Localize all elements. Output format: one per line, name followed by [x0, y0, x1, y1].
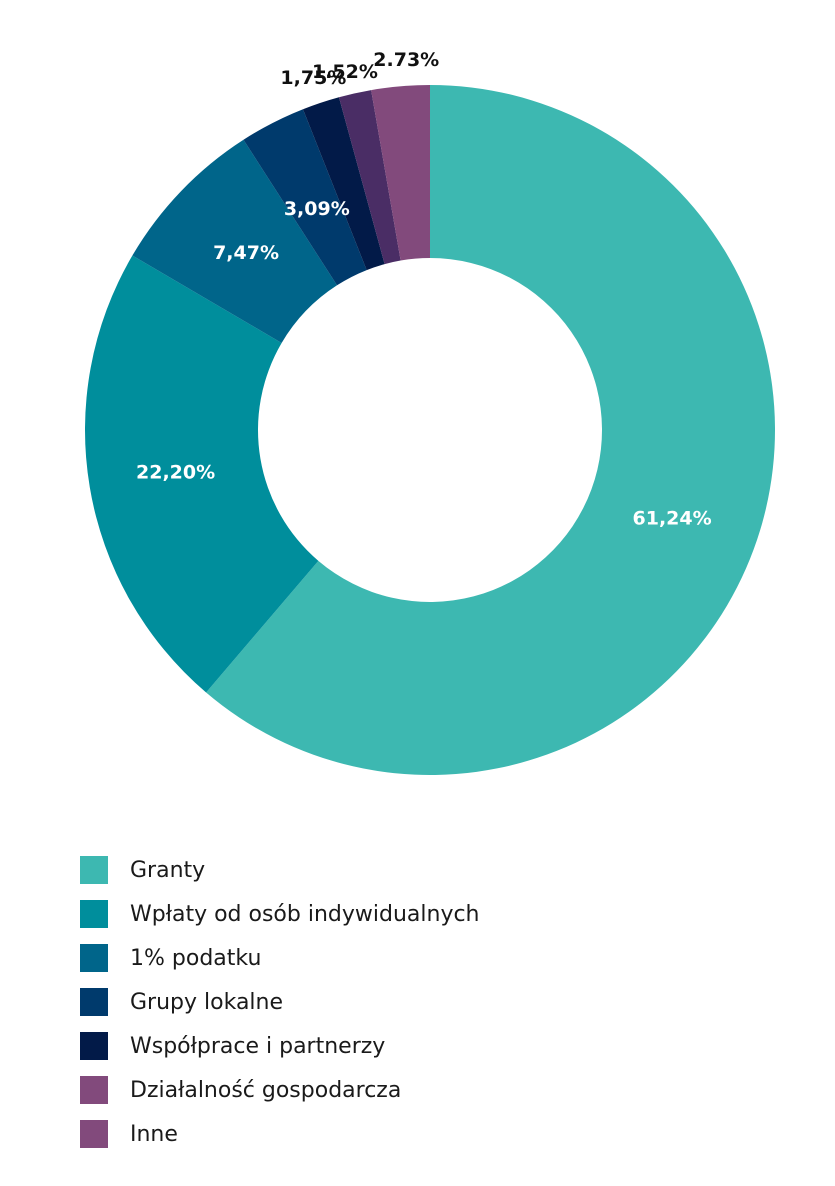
legend-item: 1% podatku: [80, 936, 480, 980]
legend-item: Wpłaty od osób indywidualnych: [80, 892, 480, 936]
legend-label: Granty: [130, 857, 206, 883]
legend-item: Współprace i partnerzy: [80, 1024, 480, 1068]
donut-slice-7: [371, 85, 430, 261]
donut-slice-6: [338, 90, 401, 265]
data-label-7: 2.73%: [373, 49, 439, 71]
donut-slice-5: [302, 97, 385, 271]
legend-item: Grupy lokalne: [80, 980, 480, 1024]
legend-label: Wpłaty od osób indywidualnych: [130, 901, 480, 927]
data-label-2: 22,20%: [136, 461, 215, 483]
donut-slice-4: [243, 109, 367, 286]
legend-label: Współprace i partnerzy: [130, 1033, 386, 1059]
legend-item: Granty: [80, 848, 480, 892]
donut-slice-3: [132, 139, 338, 344]
donut-slices: [84, 85, 776, 775]
data-label-4: 3,09%: [284, 198, 350, 220]
legend-swatch: [80, 1032, 108, 1060]
data-label-6: 1.52%: [312, 61, 378, 83]
legend-label: 1% podatku: [130, 945, 262, 971]
data-label-1: 61,24%: [633, 508, 712, 530]
legend-swatch: [80, 856, 108, 884]
donut-slice-2: [84, 255, 319, 693]
data-label-5: 1,75%: [280, 67, 346, 89]
legend-swatch: [80, 944, 108, 972]
legend-label: Inne: [130, 1121, 178, 1147]
donut-data-labels: 61,24% 22,20% 7,47%3,09% 1,75%1.52%2.73%: [136, 49, 712, 530]
legend-swatch: [80, 988, 108, 1016]
legend-label: Działalność gospodarcza: [130, 1077, 402, 1103]
donut-chart: 61,24% 22,20% 7,47%3,09% 1,75%1.52%2.73%: [84, 49, 776, 775]
legend-swatch: [80, 1076, 108, 1104]
data-label-3: 7,47%: [213, 242, 279, 264]
chart-legend: Granty Wpłaty od osób indywidualnych 1% po…: [80, 848, 480, 1156]
donut-slice-1: [206, 85, 776, 775]
legend-item: Działalność gospodarcza: [80, 1068, 480, 1112]
legend-swatch: [80, 1120, 108, 1148]
legend-item: Inne: [80, 1112, 480, 1156]
legend-swatch: [80, 900, 108, 928]
legend-label: Grupy lokalne: [130, 989, 284, 1015]
